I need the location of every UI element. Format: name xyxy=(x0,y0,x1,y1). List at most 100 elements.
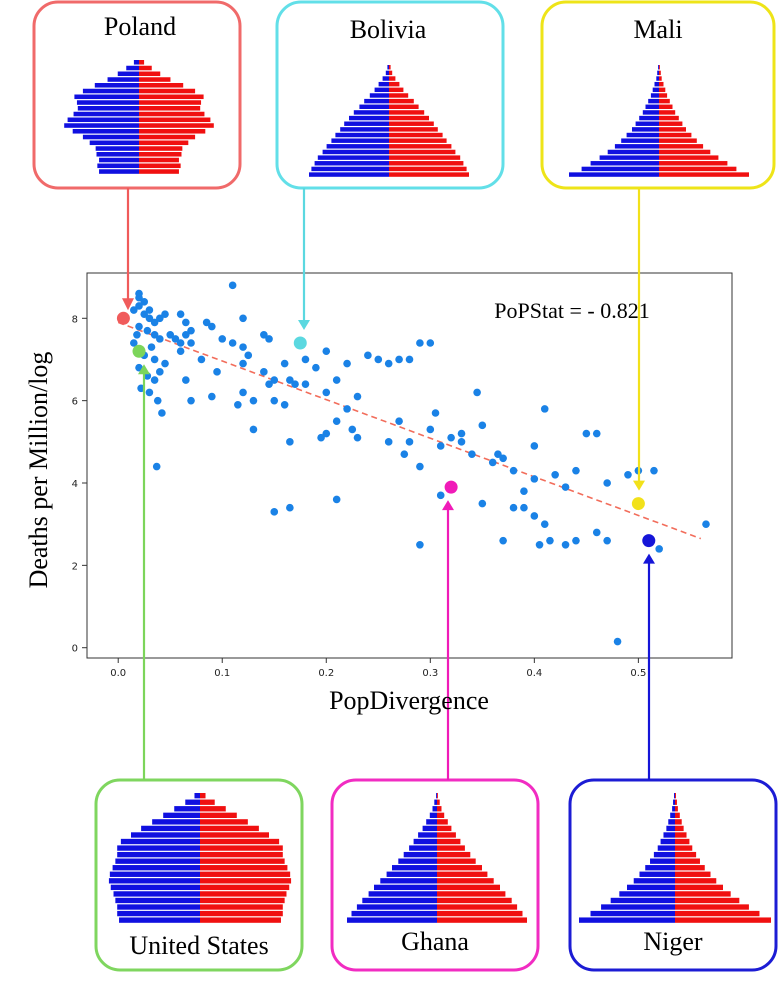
pyramid-bar-female xyxy=(389,98,414,104)
pyramid-bar-female xyxy=(675,891,731,897)
scatter-point xyxy=(161,310,169,318)
pyramid-bar-male xyxy=(82,88,139,94)
card-title-bolivia: Bolivia xyxy=(350,15,427,44)
scatter-point xyxy=(133,330,141,339)
scatter-point xyxy=(135,293,143,302)
scatter-point xyxy=(535,540,544,549)
scatter-point xyxy=(488,458,497,467)
scatter-point xyxy=(405,438,414,446)
scatter-point xyxy=(301,380,310,388)
pyramid-bar-female xyxy=(675,806,678,812)
scatter-point xyxy=(478,421,487,430)
highlight-point-ghana xyxy=(444,480,458,494)
scatter-point xyxy=(655,545,663,553)
x-tick-label: 0.2 xyxy=(318,668,334,679)
pyramid-bar-male xyxy=(94,83,139,88)
scatter-point xyxy=(530,512,539,520)
scatter-point xyxy=(561,483,570,491)
pyramid-bar-female xyxy=(139,60,145,65)
pyramid-bar-male xyxy=(163,812,200,818)
scatter-point xyxy=(540,405,549,413)
pyramid-bar-male xyxy=(364,98,389,104)
highlight-point-bolivia xyxy=(293,336,307,350)
pyramid-bar-female xyxy=(200,838,280,845)
pyramid-bar-male xyxy=(434,799,437,805)
pyramid-bar-male xyxy=(96,152,139,157)
connector-arrows xyxy=(122,188,655,780)
pyramid-bar-female xyxy=(675,819,682,825)
pyramid-bar-female xyxy=(389,65,391,70)
pyramid-bar-female xyxy=(659,110,676,115)
scatter-point xyxy=(348,425,357,434)
y-axis-label: Deaths per Million/log xyxy=(24,352,53,589)
pyramid-bar-female xyxy=(437,891,506,897)
scatter-point xyxy=(228,281,237,290)
pyramid-bar-male xyxy=(645,865,675,871)
pyramid-bar-female xyxy=(200,806,226,812)
pyramid-bar-male xyxy=(117,904,200,910)
pyramid-bar-male xyxy=(335,132,389,138)
scatter-point xyxy=(286,376,294,384)
pyramid-bar-male xyxy=(398,858,437,864)
scatter-point xyxy=(624,470,632,479)
scatter-point xyxy=(343,359,351,368)
scatter-point xyxy=(478,499,487,508)
pyramid-bar-male xyxy=(650,858,675,864)
scatter-point xyxy=(218,335,227,343)
pyramid-bar-female xyxy=(437,904,518,910)
pyramid-bar-male xyxy=(326,144,389,149)
scatter-point xyxy=(260,368,268,376)
scatter-point xyxy=(156,368,164,376)
pyramid-bar-female xyxy=(659,87,666,93)
pyramid-bar-male xyxy=(97,163,139,169)
pyramid-bar-female xyxy=(139,88,196,94)
scatter-point xyxy=(234,400,242,409)
pyramid-bar-female xyxy=(389,104,419,109)
scatter-point xyxy=(384,359,393,368)
pyramid-bar-male xyxy=(344,121,389,126)
pyramid-bar-female xyxy=(675,845,693,851)
pyramid-bar-female xyxy=(200,825,259,832)
card-title-united-states: United States xyxy=(129,931,268,960)
scatter-point xyxy=(530,475,539,483)
pyramid-bar-male xyxy=(666,825,675,832)
pyramid-bar-male xyxy=(673,799,675,805)
y-tick-label: 8 xyxy=(72,314,78,325)
pyramid-bar-female xyxy=(659,127,686,132)
pyramid-bar-male xyxy=(110,884,200,891)
pyramid-bar-female xyxy=(139,152,182,157)
pyramid-bar-female xyxy=(437,910,523,917)
scatter-point xyxy=(145,314,154,323)
pyramid-bar-female xyxy=(437,845,465,851)
scatter-point xyxy=(265,335,273,343)
pyramid-bar-female xyxy=(675,812,680,818)
scatter-point xyxy=(130,306,138,314)
pyramid-bar-female xyxy=(389,138,447,143)
pyramid-bar-male xyxy=(117,845,200,851)
pyramid-bar-male xyxy=(309,172,389,177)
x-tick-label: 0.5 xyxy=(630,668,646,679)
pyramid-bar-male xyxy=(331,138,389,143)
pyramid-bar-male xyxy=(614,144,659,149)
scatter-point xyxy=(322,347,331,356)
scatter-point xyxy=(572,466,580,475)
scatter-point xyxy=(509,503,518,512)
pyramid-bar-female xyxy=(675,917,771,923)
scatter-point xyxy=(244,351,253,360)
pyramid-bar-female xyxy=(659,149,711,155)
scatter-point xyxy=(301,355,310,364)
pyramid-bar-male xyxy=(117,910,200,917)
scatter-point xyxy=(145,388,154,397)
pyramid-bar-female xyxy=(200,851,283,858)
pyramid-bar-male xyxy=(99,169,139,174)
scatter-point xyxy=(572,536,580,545)
pyramid-bar-male xyxy=(314,161,389,166)
pyramid-bar-male xyxy=(194,793,200,799)
scatter-point xyxy=(416,339,424,347)
pyramid-bar-female xyxy=(659,138,697,143)
scatter-point xyxy=(317,433,325,442)
pyramid-bar-male xyxy=(73,111,139,117)
pyramid-bar-male xyxy=(119,917,200,923)
pyramid-bar-female xyxy=(139,140,189,146)
pyramid-bar-male xyxy=(74,94,139,100)
